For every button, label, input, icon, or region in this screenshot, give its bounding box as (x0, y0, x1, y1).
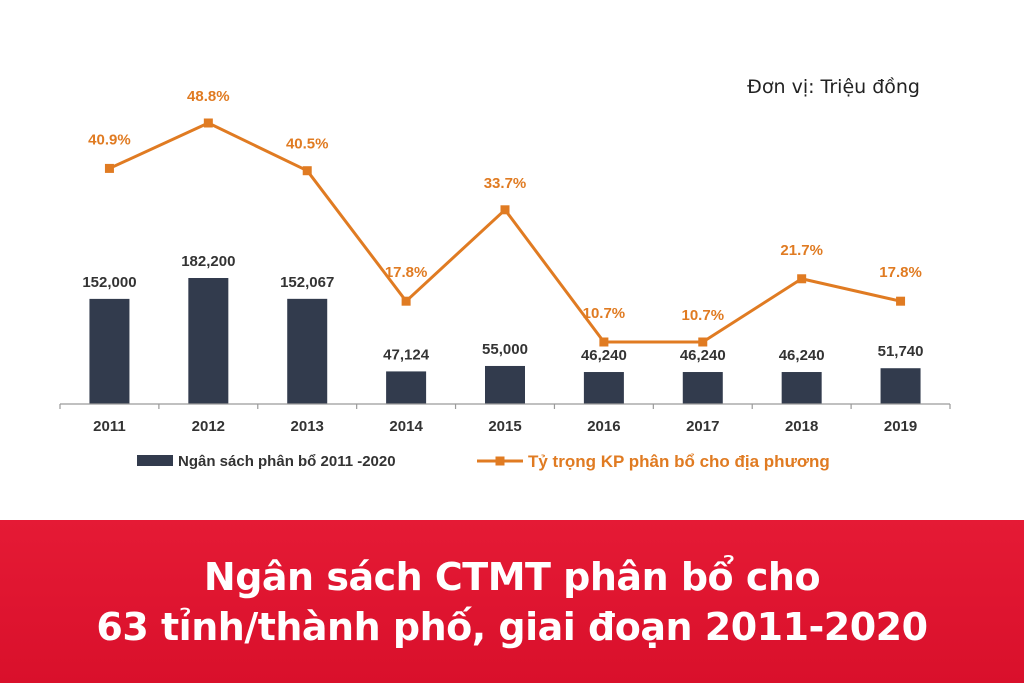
bar-2011 (89, 298, 130, 404)
x-tick-label-2017: 2017 (686, 418, 719, 435)
bar-value-label-2019: 51,740 (878, 343, 924, 360)
line-point-2011 (104, 163, 114, 173)
banner-title-line-2: 63 tỉnh/thành phố, giai đoạn 2011-2020 (96, 604, 928, 649)
bar-value-label-2015: 55,000 (482, 341, 528, 358)
line-value-label-2017: 10.7% (682, 307, 725, 324)
line-point-2017 (698, 337, 708, 347)
line-value-label-2014: 17.8% (385, 264, 428, 281)
line-value-label-2013: 40.5% (286, 136, 329, 153)
x-tick-label-2015: 2015 (488, 418, 521, 435)
bar-2019 (880, 368, 921, 404)
unit-label: Đơn vị: Triệu đồng (747, 76, 920, 98)
line-point-2016 (599, 337, 609, 347)
line-point-2019 (896, 296, 906, 306)
chart-area: 152,000 2011 182,200 2012 152,067 2013 47,124 2… (59, 76, 951, 471)
combo-chart: 152,000 2011 182,200 2012 152,067 2013 47,124 2… (59, 88, 951, 471)
line-value-label-2011: 40.9% (88, 131, 131, 148)
line-value-label-2016: 10.7% (583, 305, 626, 322)
x-tick-label-2016: 2016 (587, 418, 620, 435)
bar-2018 (781, 372, 822, 404)
x-tick-label-2013: 2013 (291, 418, 324, 435)
bar-value-label-2018: 46,240 (779, 347, 825, 364)
x-tick-label-2018: 2018 (785, 418, 818, 435)
line-value-label-2015: 33.7% (484, 175, 527, 192)
bar-2016 (583, 372, 624, 404)
bar-value-label-2013: 152,067 (280, 274, 334, 291)
bar-value-label-2017: 46,240 (680, 347, 726, 364)
x-tick-label-2011: 2011 (93, 418, 126, 435)
legend-line-label: Tỷ trọng KP phân bổ cho địa phương (528, 452, 830, 471)
line-point-2012 (203, 118, 213, 128)
x-tick-label-2019: 2019 (884, 418, 917, 435)
bar-2017 (682, 372, 723, 404)
line-point-2013 (302, 166, 312, 176)
legend-bar-swatch (137, 455, 173, 466)
line-value-label-2012: 48.8% (187, 88, 230, 105)
legend-bar-label: Ngân sách phân bổ 2011 -2020 (178, 453, 396, 470)
bar-2014 (386, 371, 427, 404)
bar-2012 (188, 278, 229, 404)
legend-line-marker (495, 456, 505, 466)
line-value-label-2019: 17.8% (879, 264, 922, 281)
line-point-2014 (401, 296, 411, 306)
bar-2013 (287, 298, 328, 404)
x-tick-label-2012: 2012 (192, 418, 225, 435)
bar-2015 (485, 365, 525, 404)
bar-value-label-2014: 47,124 (383, 346, 430, 363)
bar-value-label-2011: 152,000 (82, 274, 136, 291)
title-banner: Ngân sách CTMT phân bổ cho 63 tỉnh/thành… (0, 520, 1024, 683)
line-point-2018 (797, 274, 807, 284)
banner-title-line-1: Ngân sách CTMT phân bổ cho (203, 554, 821, 599)
bar-value-label-2016: 46,240 (581, 347, 627, 364)
line-value-label-2018: 21.7% (780, 242, 823, 259)
x-tick-label-2014: 2014 (389, 418, 423, 435)
bar-value-label-2012: 182,200 (181, 253, 235, 270)
line-point-2015 (500, 205, 510, 215)
